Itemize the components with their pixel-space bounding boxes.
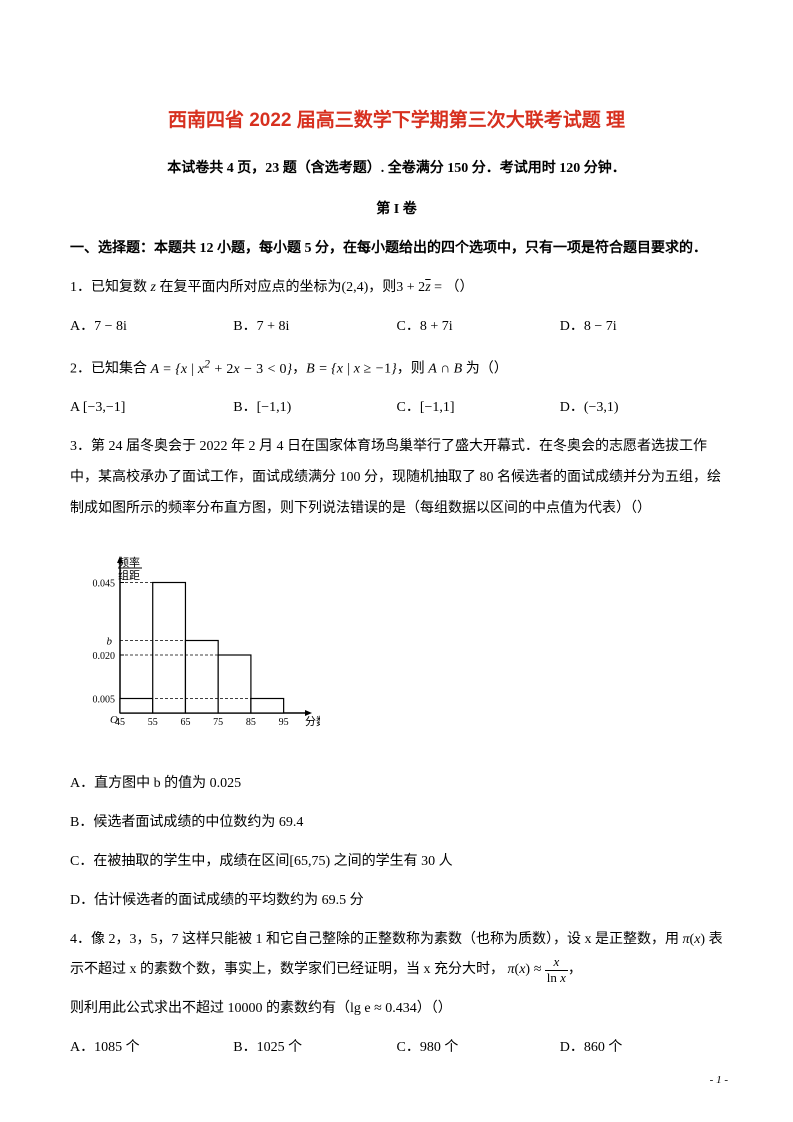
- svg-text:分数: 分数: [305, 715, 320, 728]
- q3-opt-c-b: 之间的学生有 30 人: [334, 854, 453, 869]
- q1-text-c: ，则: [368, 280, 396, 295]
- section-instruction: 一、选择题：本题共 12 小题，每小题 5 分，在每小题给出的四个选项中，只有一…: [70, 235, 723, 263]
- svg-text:95: 95: [279, 717, 289, 728]
- svg-text:0.045: 0.045: [93, 578, 116, 589]
- svg-text:频率: 频率: [118, 555, 140, 569]
- q2-text-a: 2．已知集合: [70, 362, 151, 377]
- svg-text:0.020: 0.020: [93, 651, 116, 662]
- q1-opt-a: A．7 − 8i: [70, 312, 233, 343]
- q4-text-a: 4．像 2，3，5，7 这样只能被 1 和它自己整除的正整数称为素数（也称为质数…: [70, 932, 679, 947]
- svg-text:75: 75: [213, 717, 223, 728]
- question-1: 1．已知复数 z 在复平面内所对应点的坐标为(2,4)，则3 + 2z = （）: [70, 273, 723, 304]
- question-4b: 则利用此公式求出不超过 10000 的素数约有（lg e ≈ 0.434）（）: [70, 994, 723, 1025]
- q1-text-b: 在复平面内所对应点的坐标为: [156, 280, 342, 295]
- q4-options: A．1085 个 B．1025 个 C．980 个 D．860 个: [70, 1033, 723, 1064]
- svg-text:55: 55: [148, 717, 158, 728]
- q1-text-d: （）: [446, 280, 474, 295]
- q4-opt-d: D．860 个: [560, 1033, 723, 1064]
- q4-opt-c: C．980 个: [397, 1033, 560, 1064]
- q3-opt-c-a: C．在被抽取的学生中，成绩在区间: [70, 854, 289, 869]
- question-4: 4．像 2，3，5，7 这样只能被 1 和它自己整除的正整数称为素数（也称为质数…: [70, 925, 723, 987]
- q2-text-d: 为（）: [462, 362, 508, 377]
- q2-text-c: ，则: [397, 362, 429, 377]
- q1-text-a: 1．已知复数: [70, 280, 151, 295]
- q2-opt-b: B．[−1,1): [233, 393, 396, 424]
- svg-text:O: O: [110, 714, 118, 726]
- svg-text:组距: 组距: [118, 568, 140, 582]
- q4-opt-b: B．1025 个: [233, 1033, 396, 1064]
- q3-opt-c: C．在被抽取的学生中，成绩在区间[65,75) 之间的学生有 30 人: [70, 847, 723, 878]
- page-number: - 1 -: [710, 1068, 728, 1092]
- exam-subtitle: 本试卷共 4 页，23 题（含选考题）. 全卷满分 150 分．考试用时 120…: [70, 154, 723, 185]
- svg-text:0.005: 0.005: [93, 694, 116, 705]
- question-3: 3．第 24 届冬奥会于 2022 年 2 月 4 日在国家体育场鸟巢举行了盛大…: [70, 432, 723, 524]
- q2-opt-d: D．(−3,1): [560, 393, 723, 424]
- q1-opt-c: C．8 + 7i: [397, 312, 560, 343]
- q4-text-c: ，: [568, 962, 582, 977]
- q4-text-d: 则利用此公式求出不超过 10000 的素数约有（: [70, 1001, 350, 1016]
- svg-text:85: 85: [246, 717, 256, 728]
- q3-opt-a: A．直方图中 b 的值为 0.025: [70, 769, 723, 800]
- q3-opt-d: D．估计候选者的面试成绩的平均数约为 69.5 分: [70, 886, 723, 917]
- exam-title: 西南四省 2022 届高三数学下学期第三次大联考试题 理: [70, 100, 723, 142]
- q4-opt-a: A．1085 个: [70, 1033, 233, 1064]
- q2-options: A [−3,−1] B．[−1,1) C．[−1,1] D．(−3,1): [70, 393, 723, 424]
- q2-text-b: ，: [292, 362, 306, 377]
- q1-opt-d: D．8 − 7i: [560, 312, 723, 343]
- histogram-chart: 频率组距0.0450.0200.005b455565758595分数O: [70, 543, 320, 743]
- q1-options: A．7 − 8i B．7 + 8i C．8 + 7i D．8 − 7i: [70, 312, 723, 343]
- q2-opt-c: C．[−1,1]: [397, 393, 560, 424]
- q2-opt-a: A [−3,−1]: [70, 393, 233, 424]
- question-2: 2．已知集合 A = {x | x2 + 2x − 3 < 0}，B = {x …: [70, 351, 723, 385]
- svg-text:b: b: [107, 635, 113, 647]
- svg-text:65: 65: [180, 717, 190, 728]
- q1-opt-b: B．7 + 8i: [233, 312, 396, 343]
- section-label: 第 I 卷: [70, 195, 723, 226]
- q3-opt-b: B．候选者面试成绩的中位数约为 69.4: [70, 808, 723, 839]
- q4-text-e: ）（）: [417, 1001, 452, 1016]
